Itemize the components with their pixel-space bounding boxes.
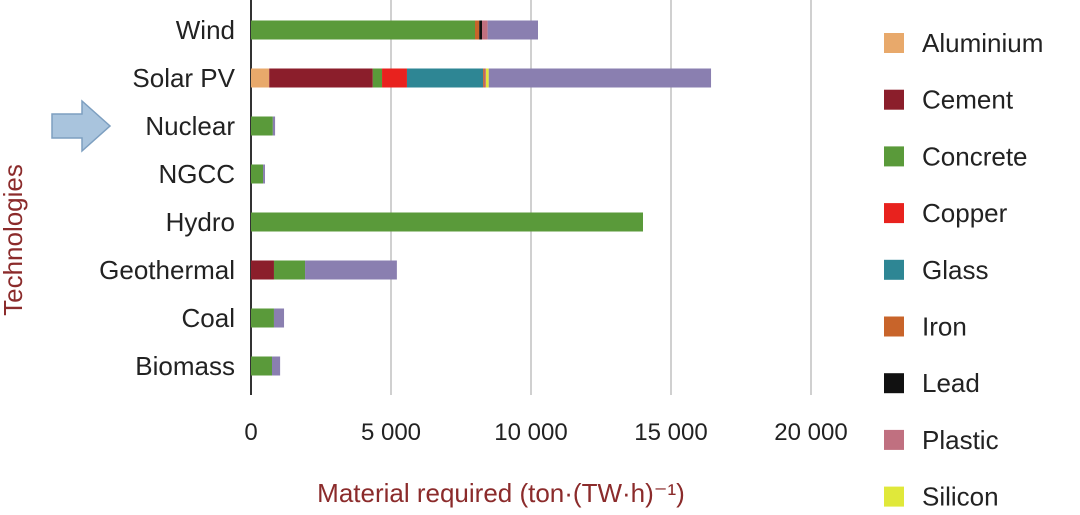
bar-segment bbox=[372, 68, 383, 88]
x-tick-label: 15 000 bbox=[634, 419, 707, 446]
bar-segment bbox=[482, 20, 488, 40]
x-axis-title: Material required (ton·(TW·h)⁻¹) bbox=[317, 478, 685, 508]
legend-label: Concrete bbox=[922, 141, 1028, 171]
category-label: Solar PV bbox=[132, 63, 235, 93]
bar-segment bbox=[251, 212, 643, 232]
category-label: Coal bbox=[182, 303, 235, 333]
x-tick-label: 20 000 bbox=[774, 419, 847, 446]
x-tick-label: 5 000 bbox=[361, 419, 421, 446]
bar-segment bbox=[483, 68, 485, 88]
bar-segment bbox=[251, 356, 272, 376]
bar-segment bbox=[305, 260, 397, 280]
category-label: NGCC bbox=[158, 159, 235, 189]
category-label: Biomass bbox=[135, 351, 235, 381]
bar-segment bbox=[251, 20, 475, 40]
legend-label: Copper bbox=[922, 198, 1008, 228]
legend-swatch bbox=[884, 486, 904, 507]
x-tick-label: 0 bbox=[244, 419, 257, 446]
bar-segment bbox=[269, 68, 373, 88]
legend-swatch bbox=[884, 203, 904, 224]
bar-segment bbox=[479, 20, 482, 40]
legend-swatch bbox=[884, 316, 904, 337]
y-axis-title: Technologies bbox=[0, 164, 28, 316]
legend-label: Cement bbox=[922, 85, 1014, 115]
bar-segment bbox=[485, 68, 489, 88]
legend-label: Aluminium bbox=[922, 28, 1043, 58]
legend-swatch bbox=[884, 429, 904, 450]
bar-segment bbox=[251, 116, 273, 136]
legend-label: Plastic bbox=[922, 425, 999, 455]
bar-segment bbox=[251, 68, 270, 88]
arrow-icon bbox=[51, 99, 112, 153]
legend-label: Lead bbox=[922, 368, 980, 398]
bar-segment bbox=[272, 116, 276, 136]
bar-segment bbox=[488, 68, 712, 88]
bar-segment bbox=[251, 308, 274, 328]
bar-segment bbox=[487, 20, 538, 40]
category-label: Hydro bbox=[166, 207, 235, 237]
legend-swatch bbox=[884, 373, 904, 394]
bar-segment bbox=[251, 260, 274, 280]
legend-label: Glass bbox=[922, 255, 988, 285]
legend-swatch bbox=[884, 89, 904, 110]
bar-segment bbox=[272, 356, 281, 376]
bar-segment bbox=[382, 68, 407, 88]
bar-segment bbox=[251, 164, 264, 184]
legend-swatch bbox=[884, 146, 904, 167]
legend-swatch bbox=[884, 259, 904, 280]
bar-segment bbox=[273, 260, 306, 280]
legend-label: Silicon bbox=[922, 482, 999, 512]
x-tick-label: 10 000 bbox=[494, 419, 567, 446]
category-label: Nuclear bbox=[145, 111, 235, 141]
bar-segment bbox=[406, 68, 484, 88]
legend-swatch bbox=[884, 33, 904, 53]
bar-segment bbox=[263, 164, 265, 184]
bar-segment bbox=[273, 308, 285, 328]
legend-label: Iron bbox=[922, 312, 967, 342]
category-label: Geothermal bbox=[99, 255, 235, 285]
bar-segment bbox=[475, 20, 480, 40]
bar-segment bbox=[484, 68, 486, 88]
category-label: Wind bbox=[176, 15, 235, 45]
